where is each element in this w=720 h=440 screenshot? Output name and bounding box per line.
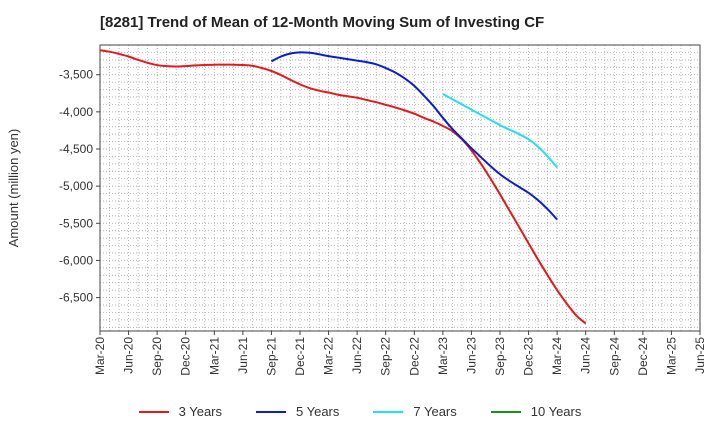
x-tick-label: Sep-23 — [493, 337, 507, 376]
legend-item-10-years: 10 Years — [490, 404, 582, 419]
x-tick-label: Mar-22 — [322, 337, 336, 375]
y-tick-label: -6,500 — [59, 291, 93, 305]
legend-swatch-3-years — [138, 410, 169, 413]
x-tick-label: Jun-20 — [122, 337, 136, 374]
legend-item-7-years: 7 Years — [373, 404, 457, 419]
x-tick-label: Sep-21 — [264, 337, 278, 376]
x-tick-label: Mar-23 — [436, 337, 450, 375]
plot-area — [99, 44, 701, 332]
x-tick-label: Jun-24 — [579, 337, 593, 374]
x-tick-label: Jun-22 — [350, 337, 364, 374]
x-tick-label: Sep-20 — [150, 337, 164, 376]
x-tick-label: Dec-22 — [407, 337, 421, 376]
legend-label-3-years: 3 Years — [178, 404, 222, 419]
x-tick-label: Mar-24 — [550, 337, 564, 375]
series-line-5-years — [270, 51, 558, 221]
y-tick-label: -4,500 — [59, 142, 93, 156]
y-tick-label: -6,000 — [59, 253, 93, 267]
x-tick-label: Mar-25 — [664, 337, 678, 375]
legend-label-7-years: 7 Years — [413, 404, 457, 419]
chart-title: [8281] Trend of Mean of 12-Month Moving … — [100, 14, 545, 31]
x-tick-label: Mar-20 — [93, 337, 107, 375]
x-tick-label: Sep-24 — [607, 337, 621, 376]
legend-swatch-7-years — [373, 410, 404, 413]
x-tick-label: Dec-23 — [522, 337, 536, 376]
legend-item-3-years: 3 Years — [138, 404, 222, 419]
x-tick-label: Jun-21 — [236, 337, 250, 374]
y-tick-label: -3,500 — [59, 68, 93, 82]
y-tick-label: -4,000 — [59, 105, 93, 119]
x-tick-label: Dec-21 — [293, 337, 307, 376]
legend-swatch-10-years — [490, 410, 521, 413]
x-tick-label: Dec-20 — [179, 337, 193, 376]
series-line-3-years — [99, 49, 587, 325]
legend-label-5-years: 5 Years — [296, 404, 340, 419]
x-tick-label: Dec-24 — [636, 337, 650, 376]
legend: 3 Years 5 Years 7 Years 10 Years — [0, 404, 720, 419]
legend-item-5-years: 5 Years — [256, 404, 339, 419]
series-line-7-years — [442, 93, 558, 169]
x-tick-label: Mar-21 — [207, 337, 221, 375]
x-tick-label: Jun-23 — [464, 337, 478, 374]
x-tick-label: Jun-25 — [693, 337, 707, 374]
y-tick-label: -5,000 — [59, 179, 93, 193]
x-tick-label: Sep-22 — [379, 337, 393, 376]
y-tick-label: -5,500 — [59, 216, 93, 230]
legend-swatch-5-years — [256, 410, 286, 413]
y-axis-label: Amount (million yen) — [6, 129, 21, 248]
legend-label-10-years: 10 Years — [530, 404, 582, 419]
